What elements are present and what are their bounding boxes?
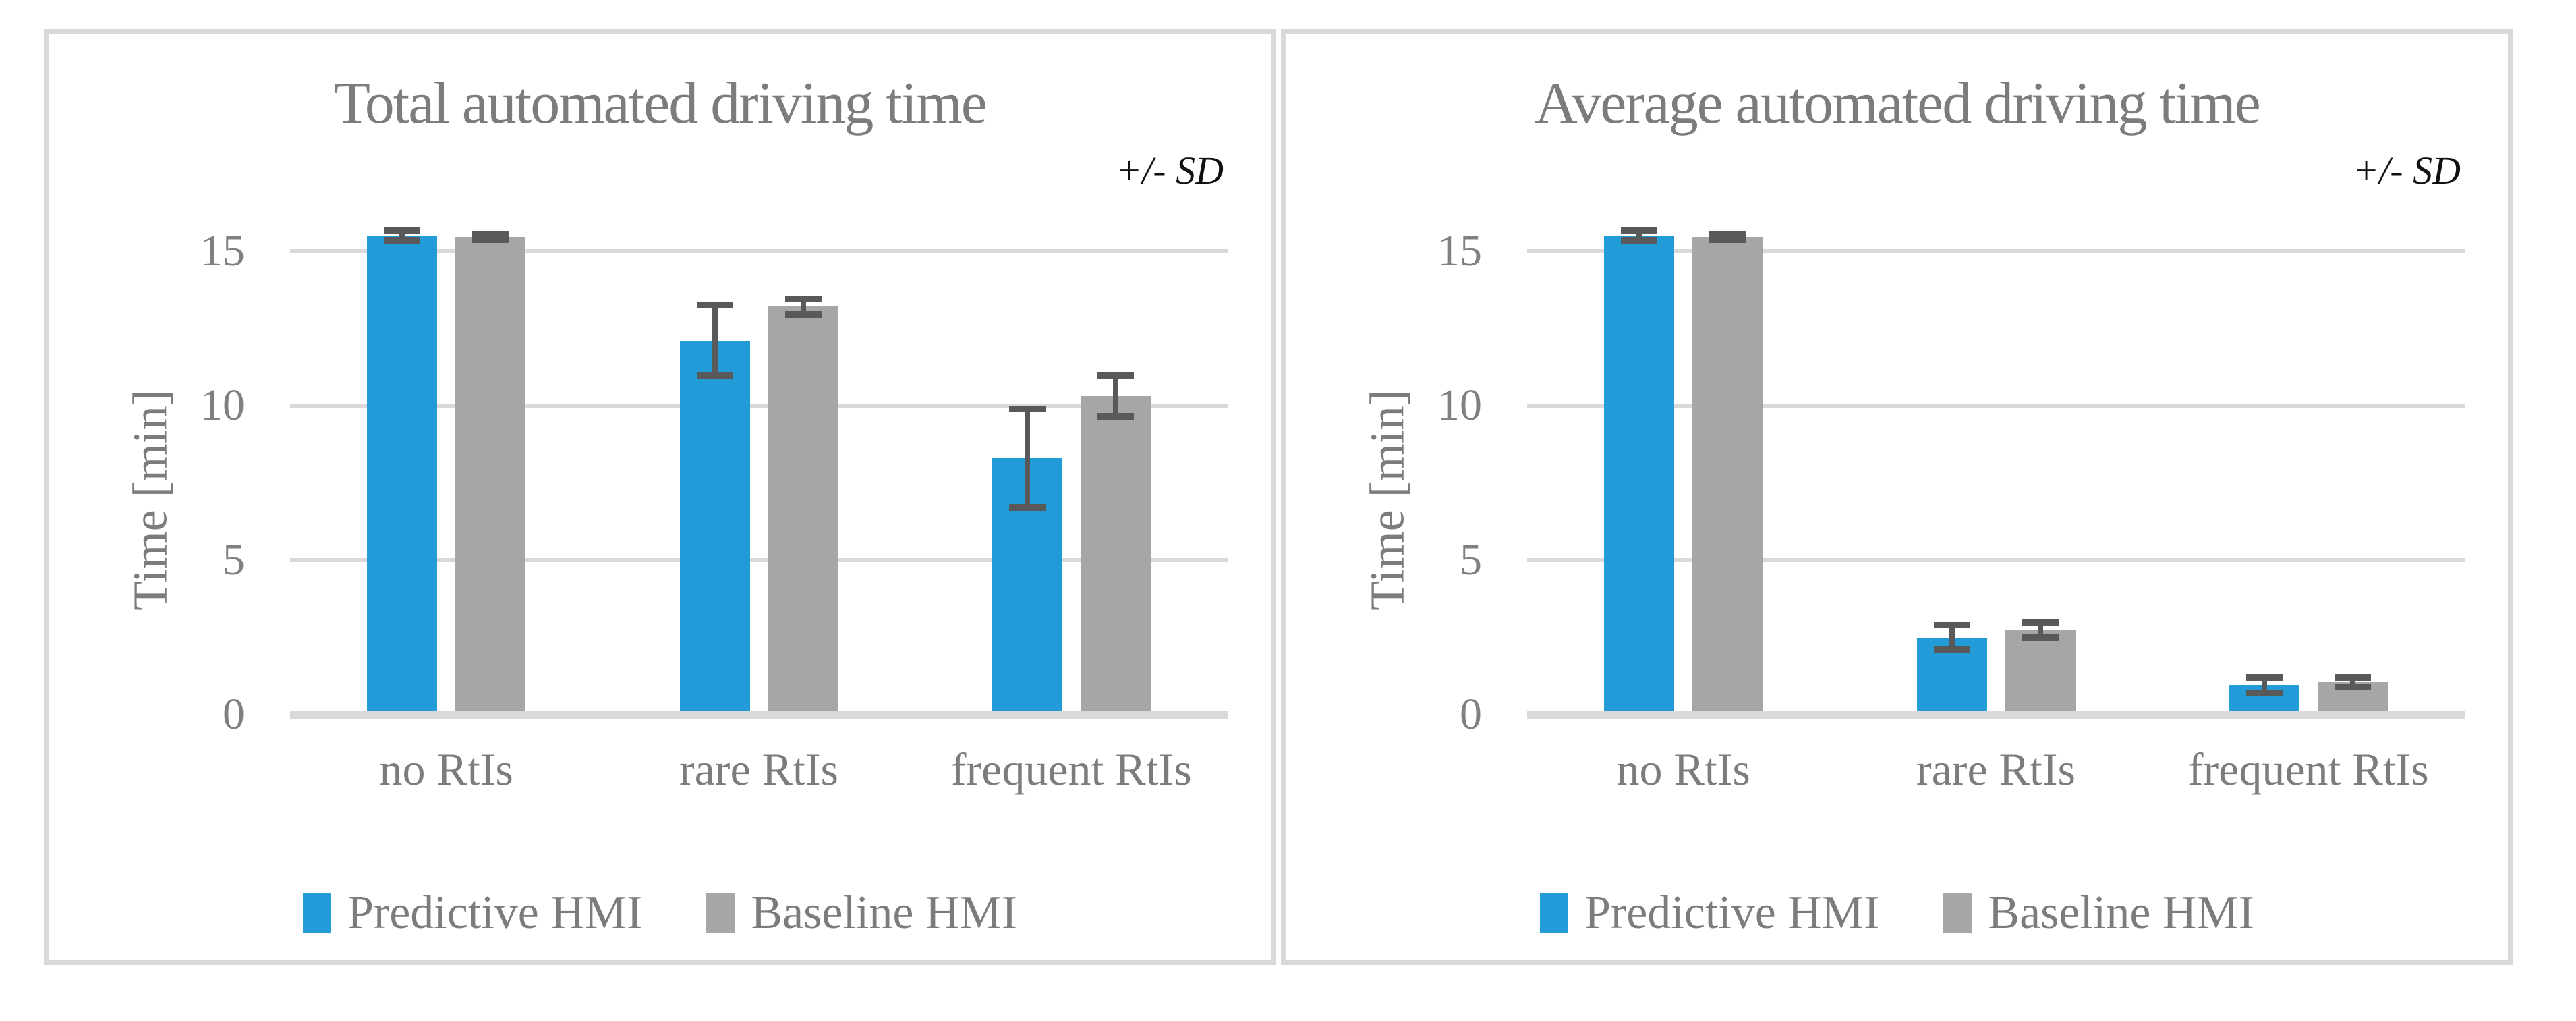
sd-annotation: +/- SD bbox=[1116, 148, 1224, 192]
error-bar-cap-bottom bbox=[1933, 646, 1970, 653]
error-bar-cap-bottom bbox=[696, 372, 733, 380]
x-category-label: rare RtIs bbox=[679, 744, 838, 795]
error-bar bbox=[2261, 678, 2267, 693]
y-tick-label: 15 bbox=[200, 226, 245, 275]
error-bar-cap-bottom bbox=[1008, 504, 1046, 512]
error-bar bbox=[1024, 408, 1030, 508]
chart-panel-total: Total automated driving time +/- SD Time… bbox=[44, 29, 1276, 965]
x-axis-line bbox=[290, 711, 1228, 719]
chart-title: Total automated driving time bbox=[334, 71, 988, 136]
chart-title: Average automated driving time bbox=[1535, 71, 2261, 136]
error-bar-cap-bottom bbox=[1621, 236, 1658, 244]
error-bar-cap-bottom bbox=[2245, 689, 2283, 696]
legend: Predictive HMI Baseline HMI bbox=[1286, 886, 2508, 940]
error-bar-cap-bottom bbox=[1097, 413, 1134, 420]
y-tick-label: 0 bbox=[1460, 690, 1482, 739]
x-category-label: no RtIs bbox=[1616, 744, 1750, 795]
chart-panel-average: Average automated driving time +/- SD Ti… bbox=[1281, 29, 2513, 965]
error-bar-cap-bottom bbox=[384, 236, 421, 244]
error-bar bbox=[712, 305, 718, 377]
error-bar-cap-bottom bbox=[784, 310, 822, 318]
legend-label-predictive-hmi: Predictive HMI bbox=[347, 887, 643, 939]
error-bar-cap-bottom bbox=[472, 236, 509, 244]
legend-swatch-baseline-hmi bbox=[1943, 893, 1972, 933]
legend-item-baseline-hmi: Baseline HMI bbox=[1943, 886, 2254, 940]
error-bar bbox=[1636, 231, 1642, 240]
y-tick-label: 5 bbox=[1460, 535, 1482, 584]
legend-label-baseline-hmi: Baseline HMI bbox=[751, 887, 1018, 939]
error-bar-cap-top bbox=[472, 231, 509, 238]
error-bar bbox=[2037, 622, 2043, 638]
bar-baseline-hmi bbox=[1080, 396, 1151, 711]
bar-predictive-hmi bbox=[1604, 236, 1675, 711]
bar-baseline-hmi bbox=[1692, 237, 1763, 711]
legend-swatch-predictive-hmi bbox=[302, 893, 331, 933]
gridline bbox=[1527, 558, 2465, 562]
error-bar-cap-top bbox=[2245, 674, 2283, 682]
error-bar-cap-top bbox=[384, 227, 421, 235]
x-category-label: frequent RtIs bbox=[950, 744, 1192, 795]
error-bar-cap-top bbox=[1008, 405, 1046, 412]
error-bar-cap-top bbox=[1709, 231, 1746, 238]
legend-item-predictive-hmi: Predictive HMI bbox=[302, 886, 643, 940]
x-category-label: rare RtIs bbox=[1916, 744, 2076, 795]
bar-predictive-hmi bbox=[679, 340, 750, 711]
error-bar-cap-top bbox=[784, 295, 822, 302]
error-bar bbox=[2349, 678, 2355, 687]
y-tick-label: 5 bbox=[223, 535, 245, 584]
gridline bbox=[290, 404, 1228, 408]
gridline bbox=[290, 558, 1228, 562]
y-tick-label: 15 bbox=[1437, 226, 1482, 275]
bar-baseline-hmi bbox=[455, 237, 526, 711]
error-bar-cap-top bbox=[2022, 618, 2059, 626]
legend-item-baseline-hmi: Baseline HMI bbox=[706, 886, 1017, 940]
y-tick-label: 10 bbox=[1437, 381, 1482, 430]
legend-swatch-baseline-hmi bbox=[706, 893, 735, 933]
legend-label-predictive-hmi: Predictive HMI bbox=[1584, 887, 1880, 939]
error-bar bbox=[399, 231, 405, 240]
legend-label-baseline-hmi: Baseline HMI bbox=[1988, 887, 2255, 939]
error-bar bbox=[800, 298, 806, 314]
bar-baseline-hmi bbox=[768, 306, 838, 711]
gridline bbox=[1527, 249, 2465, 253]
error-bar-cap-bottom bbox=[2022, 634, 2059, 641]
y-tick-label: 10 bbox=[200, 381, 245, 430]
legend-swatch-predictive-hmi bbox=[1539, 893, 1568, 933]
x-axis-line bbox=[1527, 711, 2465, 719]
bar-baseline-hmi bbox=[2005, 630, 2076, 711]
error-bar-cap-bottom bbox=[1709, 236, 1746, 244]
error-bar-cap-top bbox=[1097, 372, 1134, 380]
y-tick-label: 0 bbox=[223, 690, 245, 739]
error-bar bbox=[1112, 376, 1118, 417]
error-bar-cap-top bbox=[1621, 227, 1658, 235]
error-bar-cap-top bbox=[2334, 674, 2371, 682]
bar-predictive-hmi bbox=[367, 236, 438, 711]
error-bar-cap-bottom bbox=[2334, 683, 2371, 690]
gridline bbox=[290, 249, 1228, 253]
legend: Predictive HMI Baseline HMI bbox=[49, 886, 1271, 940]
error-bar bbox=[1949, 625, 1955, 650]
x-category-label: no RtIs bbox=[379, 744, 513, 795]
error-bar-cap-top bbox=[696, 302, 733, 309]
error-bar-cap-top bbox=[1933, 622, 1970, 629]
x-category-label: frequent RtIs bbox=[2187, 744, 2429, 795]
plot-area: 0 5 10 15 no RtIs rare RtIs frequent RtIs bbox=[1286, 34, 2508, 960]
sd-annotation: +/- SD bbox=[2353, 148, 2461, 192]
gridline bbox=[1527, 404, 2465, 408]
plot-area: 0 5 10 15 no RtIs rare RtIs frequent RtIs bbox=[49, 34, 1271, 960]
legend-item-predictive-hmi: Predictive HMI bbox=[1539, 886, 1880, 940]
